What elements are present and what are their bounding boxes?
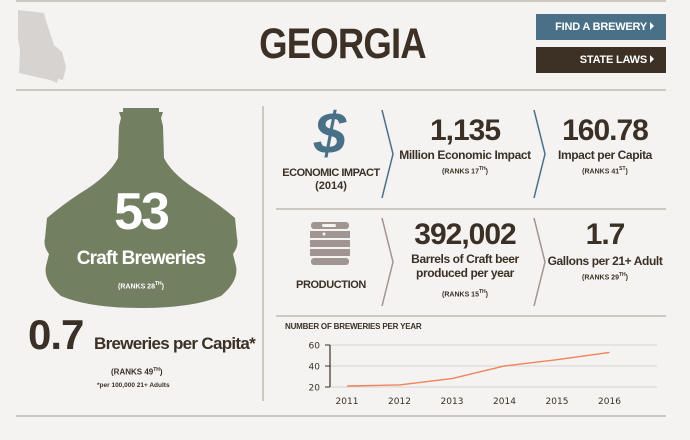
per-capita-label: Breweries per Capita* bbox=[94, 334, 256, 353]
state-laws-label: STATE LAWS bbox=[579, 54, 647, 66]
barrels-label-line1: Barrels of Craft beer bbox=[411, 252, 519, 266]
production-title: PRODUCTION bbox=[296, 279, 366, 291]
economic-impact-label: Million Economic Impact bbox=[399, 148, 531, 162]
bottom-divider bbox=[16, 415, 666, 417]
line-chart: 60 40 20 2011 2012 2013 2014 2015 2016 bbox=[309, 342, 657, 407]
impact-per-capita-rank: (RANKS 41ST) bbox=[582, 166, 628, 176]
top-divider bbox=[16, 0, 666, 2]
x-tick-label: 2016 bbox=[598, 397, 621, 407]
per-capita-value: 0.7 bbox=[28, 311, 84, 358]
gallons-value: 1.7 bbox=[585, 218, 626, 251]
chevron-right-divider bbox=[533, 218, 546, 306]
dollar-sign-icon: $ bbox=[313, 101, 347, 166]
barrels-rank: (RANKS 15TH) bbox=[442, 289, 488, 299]
per-capita-rank: (RANKS 49TH) bbox=[111, 367, 163, 377]
section-divider bbox=[276, 208, 666, 210]
brew-kettle-icon bbox=[44, 108, 238, 308]
x-tick-label: 2015 bbox=[546, 397, 569, 407]
state-laws-button[interactable]: STATE LAWS bbox=[536, 47, 666, 73]
y-tick-label: 20 bbox=[309, 384, 321, 394]
x-tick-label: 2011 bbox=[336, 397, 359, 407]
chevron-right-divider bbox=[381, 110, 394, 198]
per-capita-footnote: *per 100,000 21+ Adults bbox=[97, 382, 170, 389]
breweries-per-year-chart: 60 40 20 2011 2012 2013 2014 2015 2016 bbox=[285, 338, 665, 408]
header-divider bbox=[16, 89, 666, 91]
impact-per-capita-label: Impact per Capita bbox=[558, 148, 652, 162]
craft-breweries-count: 53 bbox=[114, 183, 170, 241]
chevron-right-divider bbox=[533, 110, 546, 198]
breweries-line bbox=[346, 351, 610, 387]
economic-impact-value: 1,135 bbox=[429, 114, 501, 147]
section-divider bbox=[276, 315, 666, 317]
economic-impact-rank: (RANKS 17TH) bbox=[442, 166, 488, 176]
caret-right-icon bbox=[650, 22, 654, 30]
keg-icon bbox=[310, 222, 350, 265]
page-title: GEORGIA bbox=[259, 20, 427, 68]
caret-right-icon bbox=[650, 55, 654, 63]
y-tick-label: 60 bbox=[309, 342, 321, 352]
craft-breweries-label: Craft Breweries bbox=[76, 248, 206, 269]
find-a-brewery-button[interactable]: FIND A BREWERY bbox=[536, 14, 666, 40]
find-a-brewery-label: FIND A BREWERY bbox=[555, 21, 647, 33]
x-tick-label: 2013 bbox=[441, 397, 464, 407]
y-tick-label: 40 bbox=[309, 363, 321, 373]
chart-title: NUMBER OF BREWERIES PER YEAR bbox=[285, 322, 422, 331]
x-tick-label: 2012 bbox=[388, 397, 411, 407]
x-tick-label: 2014 bbox=[493, 397, 516, 407]
barrels-label-line2: produced per year bbox=[416, 266, 514, 280]
craft-breweries-rank: (RANKS 28TH) bbox=[118, 281, 164, 291]
column-divider bbox=[262, 106, 264, 401]
georgia-state-outline-icon bbox=[18, 10, 66, 83]
impact-per-capita-value: 160.78 bbox=[562, 114, 649, 147]
barrels-value: 392,002 bbox=[414, 218, 516, 251]
economic-impact-year: (2014) bbox=[315, 180, 347, 192]
economic-impact-title: ECONOMIC IMPACT bbox=[282, 167, 380, 179]
gallons-rank: (RANKS 29TH) bbox=[582, 272, 628, 282]
gallons-label: Gallons per 21+ Adult bbox=[547, 254, 663, 268]
chevron-right-divider bbox=[381, 218, 394, 306]
